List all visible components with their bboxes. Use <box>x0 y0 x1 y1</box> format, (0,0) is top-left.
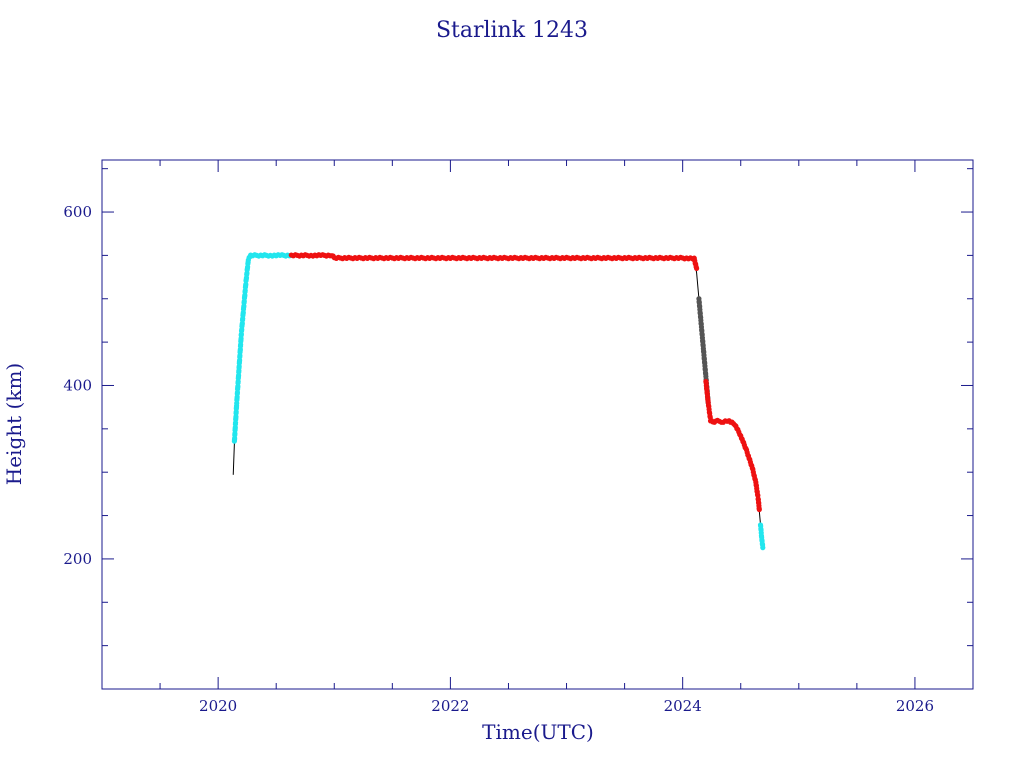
y-tick-label: 400 <box>63 376 92 394</box>
data-markers <box>231 252 766 551</box>
x-axis-label: Time(UTC) <box>482 720 594 744</box>
y-axis-tick-labels: 200 400 600 <box>63 203 92 568</box>
plot-area <box>231 252 766 551</box>
height-trace-line <box>232 254 764 548</box>
y-tick-label: 600 <box>63 203 92 221</box>
x-axis-tick-labels: 2020 2022 2024 2026 <box>199 697 934 715</box>
plot-frame <box>101 159 974 690</box>
x-tick-label: 2022 <box>431 697 469 715</box>
data-point <box>694 265 700 271</box>
x-axis-ticks <box>101 160 974 689</box>
y-tick-label: 200 <box>63 550 92 568</box>
x-tick-label: 2026 <box>896 697 934 715</box>
x-tick-label: 2020 <box>199 697 237 715</box>
y-axis-ticks <box>102 168 973 690</box>
data-point <box>760 545 766 551</box>
x-tick-label: 2024 <box>664 697 702 715</box>
y-axis-label: Height (km) <box>2 363 26 485</box>
chart-title: Starlink 1243 <box>436 18 588 43</box>
data-point <box>756 506 762 513</box>
